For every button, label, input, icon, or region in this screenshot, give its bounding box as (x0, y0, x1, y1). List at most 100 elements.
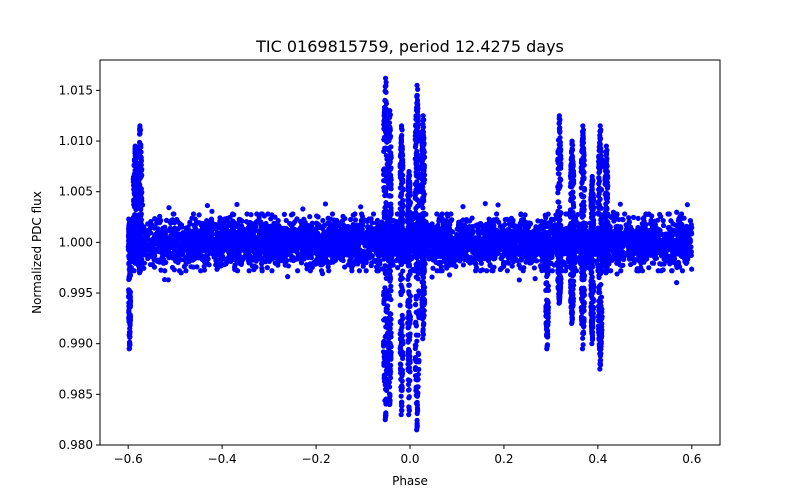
data-point (435, 240, 441, 247)
data-point (145, 221, 151, 227)
data-point (204, 202, 211, 209)
data-point (248, 212, 254, 218)
data-point (261, 234, 267, 240)
data-point (677, 226, 683, 232)
data-point (619, 263, 625, 269)
data-point (268, 216, 274, 222)
data-point (528, 240, 534, 246)
data-point (609, 213, 615, 220)
data-point (241, 254, 247, 261)
data-point (513, 235, 519, 242)
data-point (635, 242, 641, 248)
data-point (536, 241, 542, 247)
data-point (174, 218, 181, 224)
data-point (171, 267, 177, 273)
data-point (540, 221, 547, 227)
data-point (563, 245, 569, 251)
data-point (363, 231, 369, 237)
data-point (494, 243, 500, 249)
data-point (320, 217, 326, 224)
data-point (318, 247, 324, 253)
data-point (237, 217, 243, 223)
data-point (394, 211, 400, 217)
data-point (152, 216, 158, 222)
data-point (531, 253, 538, 260)
data-point (194, 264, 200, 270)
data-point (622, 232, 628, 238)
data-point (453, 249, 459, 256)
data-point (307, 230, 313, 236)
data-point (484, 268, 490, 274)
data-point (165, 277, 171, 283)
data-point (214, 266, 220, 272)
data-point (220, 247, 226, 253)
data-point (151, 257, 157, 263)
data-point (311, 236, 317, 242)
data-point (611, 235, 617, 241)
data-point (153, 247, 160, 253)
data-point (612, 252, 618, 258)
data-point (314, 230, 320, 236)
data-point (641, 218, 647, 224)
data-point (622, 211, 628, 217)
data-point (366, 245, 372, 251)
data-point (162, 276, 168, 283)
data-point (370, 211, 377, 217)
data-point (447, 232, 453, 239)
data-point (157, 213, 163, 219)
data-point (287, 237, 293, 243)
data-point (196, 212, 202, 218)
data-point (195, 254, 202, 260)
data-point (350, 238, 356, 244)
data-point (626, 218, 632, 225)
data-point (495, 229, 501, 235)
data-point (348, 216, 354, 223)
data-point (355, 242, 362, 249)
data-point (687, 218, 694, 224)
data-point (244, 211, 250, 217)
data-point (238, 261, 244, 268)
data-point (329, 211, 336, 217)
data-point (437, 227, 443, 233)
data-point (480, 227, 486, 233)
data-point (495, 250, 501, 257)
data-point (264, 223, 270, 229)
data-point (483, 233, 489, 240)
data-point (652, 218, 658, 224)
data-point (318, 268, 325, 274)
data-point (369, 220, 375, 226)
data-point (444, 245, 450, 251)
data-point (206, 262, 212, 268)
data-point (204, 247, 211, 253)
data-point (276, 222, 282, 229)
data-point (628, 237, 635, 243)
data-point (358, 217, 364, 224)
data-point (255, 253, 261, 259)
data-point (183, 255, 190, 261)
data-point (264, 265, 270, 271)
data-point (528, 231, 534, 237)
data-point (152, 253, 158, 259)
data-point (621, 256, 627, 263)
data-point (284, 257, 290, 264)
data-point (221, 262, 227, 268)
data-point (369, 253, 375, 259)
data-point (207, 220, 214, 226)
data-point (537, 249, 544, 256)
data-point (528, 260, 534, 266)
data-point (312, 261, 319, 267)
data-point (307, 214, 313, 220)
data-point (677, 214, 684, 221)
data-point (227, 239, 233, 246)
data-point (350, 245, 357, 252)
data-point (428, 255, 435, 261)
data-point (235, 255, 241, 261)
data-point (165, 246, 171, 253)
data-point (674, 264, 680, 271)
data-point (430, 265, 436, 271)
data-point (438, 213, 444, 219)
data-point (460, 262, 467, 268)
data-point (527, 220, 534, 227)
data-point (158, 240, 164, 247)
data-point (473, 264, 480, 271)
